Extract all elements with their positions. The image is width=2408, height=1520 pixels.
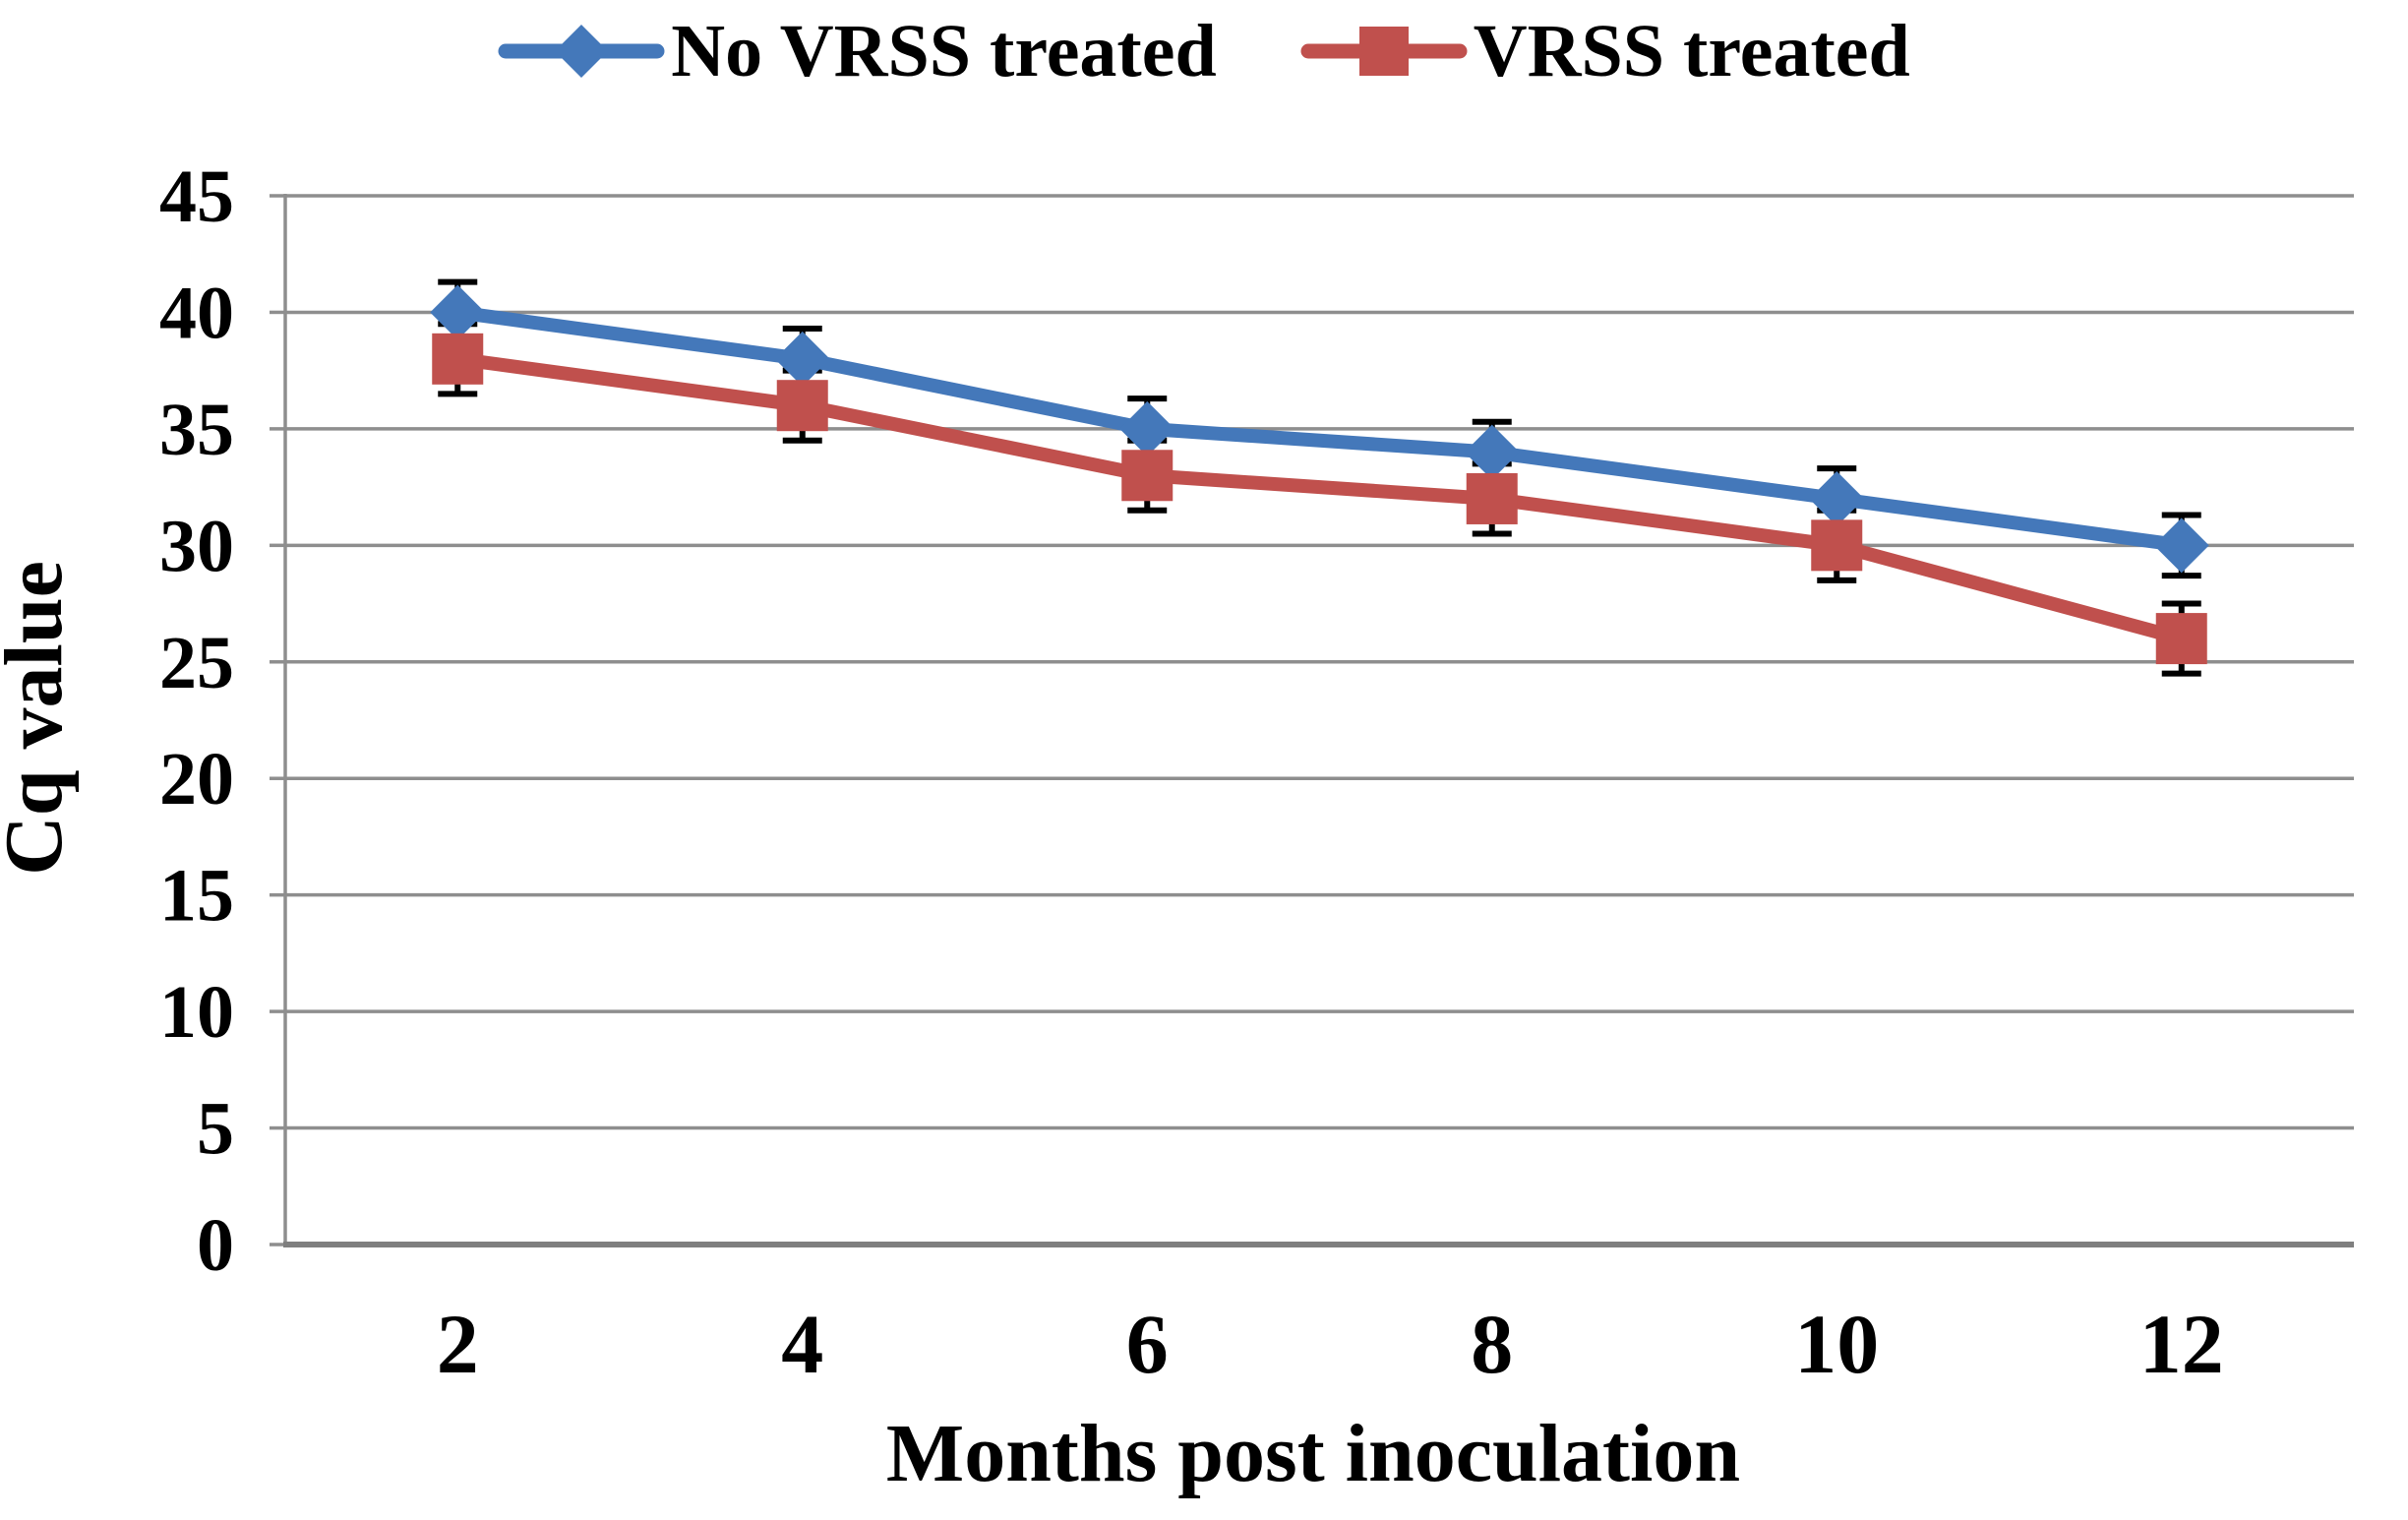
marker-diamond: [2153, 517, 2209, 574]
x-tick-label: 6: [1126, 1297, 1169, 1391]
legend-item-vrss-treated: VRSS treated: [1300, 0, 1910, 102]
x-tick-label: 8: [1471, 1297, 1513, 1391]
series-line-no-vrss-treated: [451, 305, 2189, 553]
y-axis-title: Cq value: [0, 561, 80, 876]
marker-square: [776, 380, 828, 432]
legend-marker-square-icon: [1300, 27, 1468, 76]
x-tick-label: 4: [781, 1297, 823, 1391]
y-tick-label: 35: [159, 389, 234, 471]
y-tick-label: 45: [159, 155, 234, 238]
series-line-vrss-treated: [451, 351, 2189, 646]
chart-legend: No VRSS treated VRSS treated: [0, 0, 2408, 102]
marker-diamond: [1464, 424, 1520, 480]
y-tick-label: 10: [159, 971, 234, 1054]
marker-square: [1811, 519, 1863, 572]
marker-diamond: [1809, 470, 1865, 526]
y-tick-label: 25: [159, 622, 234, 704]
x-axis-title: Months post inoculation: [886, 1408, 1740, 1499]
marker-square: [432, 333, 484, 385]
legend-marker-shape: [555, 25, 609, 78]
legend-item-no-vrss-treated: No VRSS treated: [498, 0, 1217, 102]
legend-label: No VRSS treated: [671, 10, 1217, 92]
legend-label: VRSS treated: [1473, 10, 1910, 92]
marker-square: [1466, 472, 1518, 524]
plot-area: 45 40 35 30 25 20 15 10 5 0 2 4 6 8 10 12: [159, 155, 2354, 1391]
marker-diamond: [774, 331, 830, 387]
x-tick-label: 12: [2139, 1297, 2224, 1391]
y-tick-label: 40: [159, 272, 234, 354]
legend-marker-shape: [1358, 27, 1409, 76]
y-tick-label: 5: [197, 1088, 234, 1171]
y-tick-label: 0: [197, 1204, 234, 1287]
marker-diamond: [1119, 400, 1175, 456]
marker-diamond: [430, 284, 486, 340]
x-tick-label: 10: [1794, 1297, 1879, 1391]
marker-square: [1121, 450, 1174, 502]
y-tick-label: 20: [159, 738, 234, 821]
marker-square: [2155, 613, 2207, 665]
x-tick-label: 2: [437, 1297, 479, 1391]
y-tick-label: 15: [159, 855, 234, 938]
y-tick-label: 30: [159, 505, 234, 587]
legend-marker-diamond-icon: [498, 25, 665, 78]
